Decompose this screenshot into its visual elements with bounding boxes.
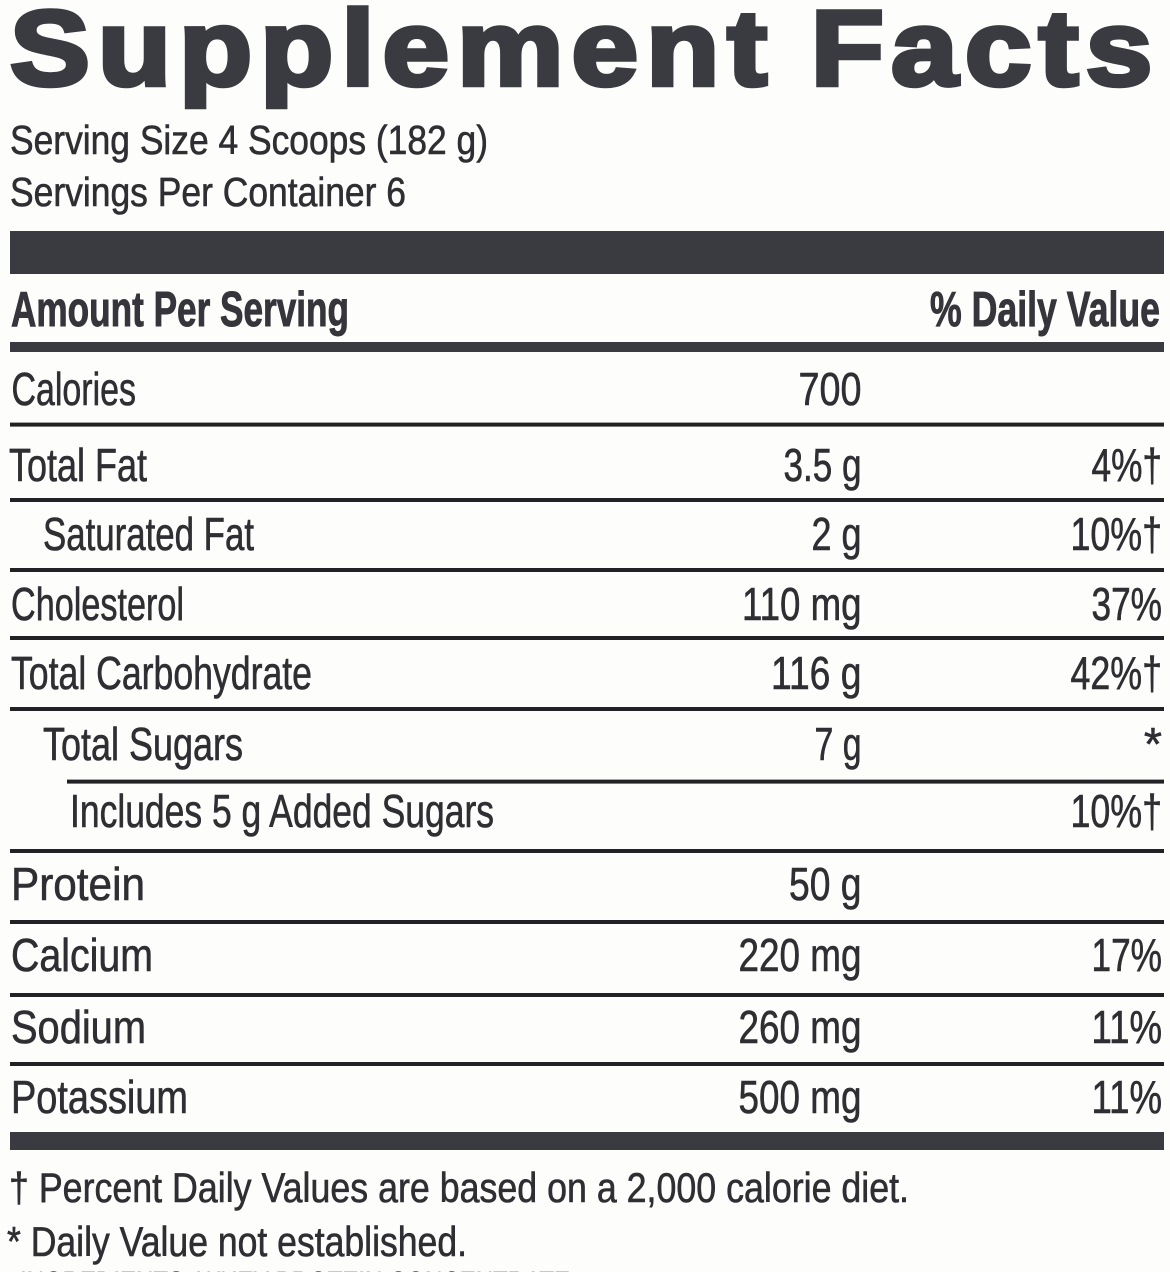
svg-text:Serving Size 4 Scoops (182 g): Serving Size 4 Scoops (182 g) [10,117,488,163]
svg-text:Total Fat: Total Fat [9,439,147,491]
svg-text:2 g: 2 g [812,508,862,560]
svg-text:Saturated Fat: Saturated Fat [43,508,254,560]
svg-text:Supplement: Supplement [10,0,767,109]
svg-text:10%†: 10%† [1071,508,1163,560]
svg-text:10%†: 10%† [1071,785,1163,837]
svg-text:3.5 g: 3.5 g [784,439,862,491]
svg-text:* Daily Value not established.: * Daily Value not established. [7,1218,467,1265]
svg-text:Total Sugars: Total Sugars [43,718,243,770]
svg-text:17%: 17% [1092,929,1163,981]
svg-text:220 mg: 220 mg [739,929,862,981]
svg-text:11%: 11% [1092,1071,1163,1123]
svg-text:Servings Per Container 6: Servings Per Container 6 [10,169,406,215]
svg-text:37%: 37% [1092,578,1163,630]
svg-text:7 g: 7 g [815,718,862,770]
svg-text:Sodium: Sodium [11,1001,146,1053]
svg-text:4%†: 4%† [1092,439,1163,491]
svg-text:INGREDIENTS: WHEY PROTEIN CONC: INGREDIENTS: WHEY PROTEIN CONCENTRATE [20,1264,570,1272]
svg-text:42%†: 42%† [1071,647,1163,699]
svg-text:260 mg: 260 mg [739,1001,862,1053]
svg-text:Total Carbohydrate: Total Carbohydrate [11,647,312,699]
svg-text:Cholesterol: Cholesterol [11,578,184,630]
svg-text:Facts: Facts [811,0,1153,109]
svg-text:*: * [1144,718,1162,770]
svg-text:Potassium: Potassium [11,1071,188,1123]
svg-text:116 g: 116 g [771,647,862,699]
svg-text:11%: 11% [1092,1001,1163,1053]
svg-text:† Percent Daily Values are bas: † Percent Daily Values are based on a 2,… [9,1164,909,1211]
svg-text:Protein: Protein [11,858,145,910]
svg-text:110 mg: 110 mg [742,578,862,630]
svg-text:500 mg: 500 mg [739,1071,862,1123]
svg-text:% Daily Value: % Daily Value [930,283,1160,337]
svg-text:Amount Per Serving: Amount Per Serving [11,283,349,337]
svg-text:Calories: Calories [12,363,137,415]
svg-text:Includes 5 g Added Sugars: Includes 5 g Added Sugars [70,785,494,837]
svg-text:50 g: 50 g [789,858,862,910]
svg-text:700: 700 [799,363,862,415]
svg-text:Calcium: Calcium [11,929,153,981]
